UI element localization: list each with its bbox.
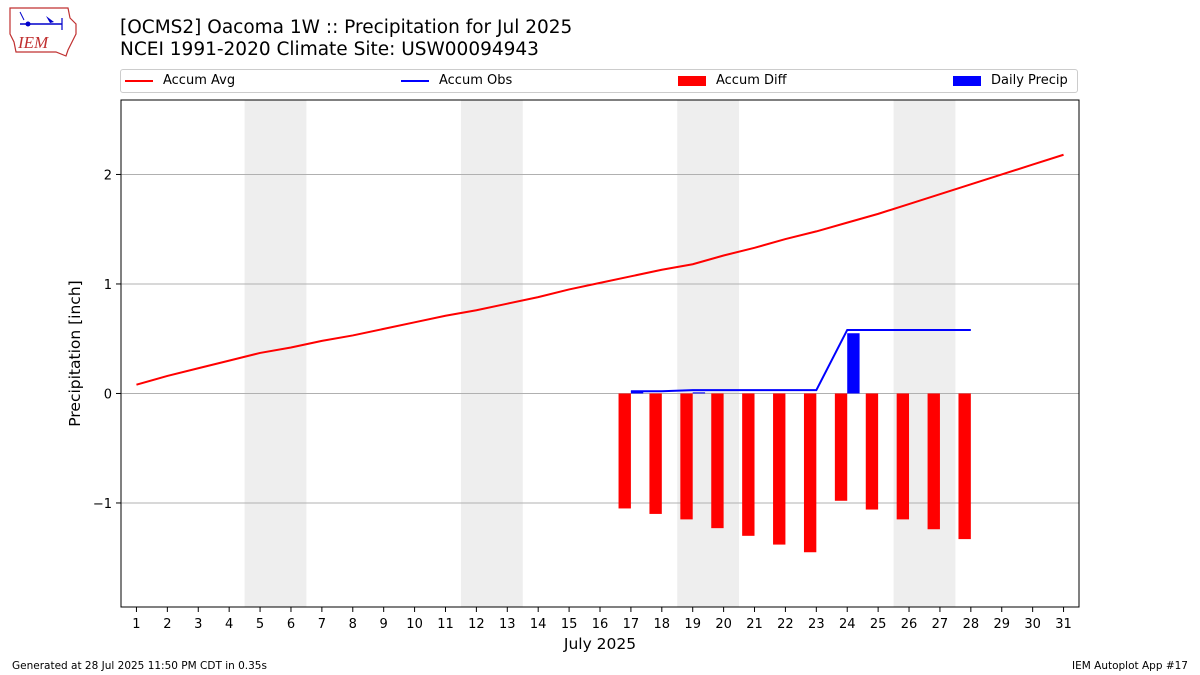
iem-logo: IEM [9,7,77,57]
x-tick-label: 4 [225,617,233,632]
footer-generated: Generated at 28 Jul 2025 11:50 PM CDT in… [12,660,267,672]
logo-text: IEM [17,33,49,52]
x-tick-label: 28 [963,617,980,632]
x-tick-label: 22 [777,617,794,632]
x-tick-label: 18 [654,617,671,632]
x-tick-label: 20 [715,617,732,632]
x-tick-label: 29 [993,617,1010,632]
x-tick-label: 26 [901,617,918,632]
accum-diff-bar [896,393,910,520]
legend-swatch [401,79,429,82]
legend-item-accum-avg: Accum Avg [125,73,235,88]
x-tick-label: 30 [1024,617,1041,632]
legend: Accum Avg Accum Obs Accum Diff Daily Pre… [120,69,1078,93]
chart-subtitle: NCEI 1991-2020 Climate Site: USW00094943 [120,39,539,60]
accum-diff-bar [742,393,755,536]
daily-precip-bar [847,333,860,394]
x-tick-label: 7 [318,617,326,632]
x-tick-label: 16 [592,617,609,632]
x-tick-label: 25 [870,617,887,632]
accum-diff-bar [865,393,879,510]
legend-item-accum-obs: Accum Obs [401,73,512,88]
x-tick-label: 21 [746,617,763,632]
x-tick-label: 15 [561,617,578,632]
x-tick-label: 2 [163,617,171,632]
y-tick-label: 0 [104,387,112,402]
x-tick-label: 17 [623,617,640,632]
y-axis-label: Precipitation [inch] [66,280,84,426]
x-tick-label: 23 [808,617,825,632]
daily-precip-bar [692,392,706,394]
accum-obs-line [630,328,971,393]
legend-label: Accum Diff [716,73,787,88]
x-tick-label: 1 [132,617,140,632]
legend-swatch [953,75,981,86]
daily-precip-bar [630,391,644,394]
weekend-band [677,100,740,607]
legend-label: Accum Avg [163,73,236,88]
x-tick-label: 10 [406,617,423,632]
accum-diff-bar [649,393,662,514]
accum-diff-bar [680,393,693,520]
y-tick-label: 2 [104,168,112,183]
accum-diff-bar [927,393,940,530]
weekend-band [460,100,523,607]
accum-diff-bar [803,393,817,553]
legend-swatch [678,75,706,86]
x-tick-label: 8 [349,617,357,632]
accum-diff-bar [834,393,848,501]
x-tick-label: 24 [839,617,856,632]
legend-label: Accum Obs [439,73,513,88]
accum-diff-bar [958,393,971,540]
accum-diff-bar [711,393,724,529]
chart-title: [OCMS2] Oacoma 1W :: Precipitation for J… [120,17,573,38]
x-tick-label: 11 [437,617,454,632]
x-tick-label: 31 [1055,617,1072,632]
x-tick-label: 14 [530,617,547,632]
footer-app-id: IEM Autoplot App #17 [1072,660,1188,672]
legend-item-daily-precip: Daily Precip [953,73,1068,88]
weekend-band [893,100,956,607]
y-tick-label: 1 [104,278,112,293]
legend-swatch [125,79,153,82]
x-tick-label: 6 [287,617,295,632]
x-tick-label: 12 [468,617,485,632]
x-axis-label: July 2025 [563,635,636,653]
legend-item-accum-diff: Accum Diff [678,73,787,88]
x-tick-label: 19 [684,617,701,632]
x-tick-label: 5 [256,617,264,632]
legend-label: Daily Precip [991,73,1068,88]
accum-avg-line [136,153,1064,386]
x-tick-label: 13 [499,617,516,632]
accum-diff-bar [773,393,786,545]
y-tick-label: −1 [93,497,112,512]
x-tick-label: 9 [380,617,388,632]
x-tick-label: 3 [194,617,202,632]
x-tick-label: 27 [932,617,949,632]
accum-diff-bar [618,393,631,509]
